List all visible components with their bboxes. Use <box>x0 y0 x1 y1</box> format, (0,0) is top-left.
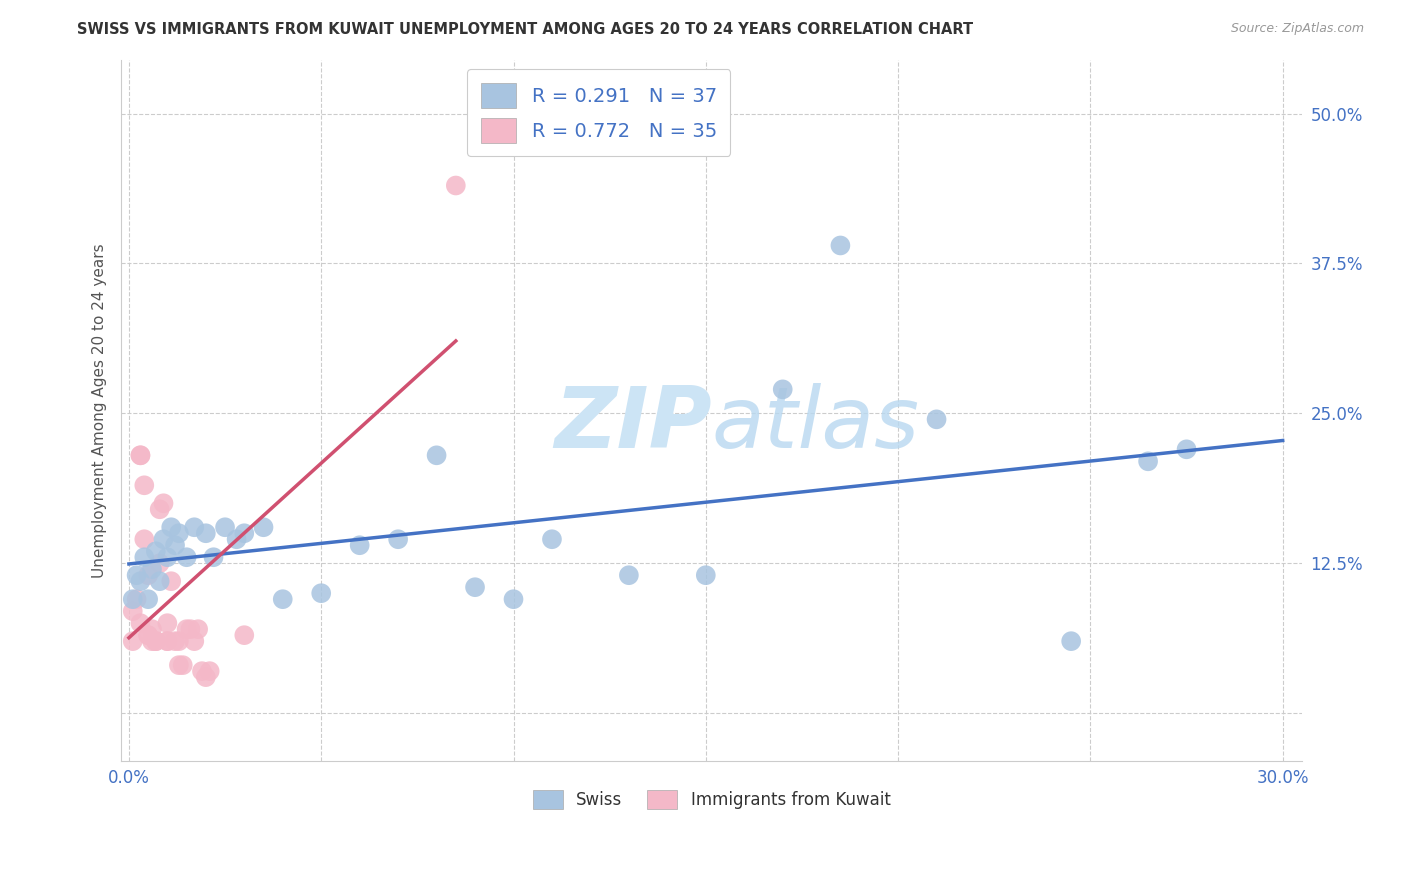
Point <box>129 616 152 631</box>
Point <box>167 658 190 673</box>
Text: Source: ZipAtlas.com: Source: ZipAtlas.com <box>1230 22 1364 36</box>
Point <box>202 550 225 565</box>
Point <box>149 502 172 516</box>
Legend: Swiss, Immigrants from Kuwait: Swiss, Immigrants from Kuwait <box>526 783 897 816</box>
Point <box>136 592 159 607</box>
Point <box>156 634 179 648</box>
Point <box>156 634 179 648</box>
Point <box>252 520 274 534</box>
Text: ZIP: ZIP <box>554 383 711 466</box>
Point <box>149 556 172 570</box>
Point <box>830 238 852 252</box>
Point <box>309 586 332 600</box>
Point <box>152 496 174 510</box>
Point <box>617 568 640 582</box>
Y-axis label: Unemployment Among Ages 20 to 24 years: Unemployment Among Ages 20 to 24 years <box>93 243 107 578</box>
Point <box>426 448 449 462</box>
Point <box>1175 442 1198 457</box>
Point <box>141 562 163 576</box>
Point <box>121 604 143 618</box>
Point <box>134 550 156 565</box>
Point <box>125 568 148 582</box>
Point <box>129 448 152 462</box>
Point <box>145 634 167 648</box>
Point <box>772 382 794 396</box>
Point <box>141 622 163 636</box>
Point <box>271 592 294 607</box>
Point <box>183 520 205 534</box>
Point <box>444 178 467 193</box>
Point <box>156 616 179 631</box>
Point <box>179 622 201 636</box>
Point <box>194 670 217 684</box>
Point <box>191 664 214 678</box>
Point <box>136 628 159 642</box>
Point <box>165 634 187 648</box>
Text: SWISS VS IMMIGRANTS FROM KUWAIT UNEMPLOYMENT AMONG AGES 20 TO 24 YEARS CORRELATI: SWISS VS IMMIGRANTS FROM KUWAIT UNEMPLOY… <box>77 22 973 37</box>
Point <box>349 538 371 552</box>
Point <box>160 520 183 534</box>
Point <box>187 622 209 636</box>
Point <box>145 544 167 558</box>
Point <box>121 592 143 607</box>
Point <box>125 592 148 607</box>
Point <box>225 533 247 547</box>
Point <box>156 550 179 565</box>
Point <box>183 634 205 648</box>
Point <box>695 568 717 582</box>
Point <box>152 533 174 547</box>
Point <box>134 533 156 547</box>
Point <box>541 533 564 547</box>
Point <box>167 526 190 541</box>
Point <box>464 580 486 594</box>
Point <box>129 448 152 462</box>
Point <box>172 658 194 673</box>
Point <box>121 634 143 648</box>
Point <box>502 592 524 607</box>
Point <box>134 478 156 492</box>
Point <box>176 622 198 636</box>
Point <box>145 634 167 648</box>
Point <box>214 520 236 534</box>
Point <box>129 574 152 589</box>
Point <box>387 533 409 547</box>
Point <box>233 628 256 642</box>
Point <box>149 574 172 589</box>
Point <box>136 628 159 642</box>
Point <box>194 526 217 541</box>
Point <box>165 538 187 552</box>
Point <box>233 526 256 541</box>
Point <box>141 634 163 648</box>
Point <box>198 664 221 678</box>
Point <box>167 634 190 648</box>
Point <box>1060 634 1083 648</box>
Point <box>1137 454 1160 468</box>
Point <box>925 412 948 426</box>
Point <box>160 574 183 589</box>
Point <box>136 568 159 582</box>
Point <box>176 550 198 565</box>
Text: atlas: atlas <box>711 383 920 466</box>
